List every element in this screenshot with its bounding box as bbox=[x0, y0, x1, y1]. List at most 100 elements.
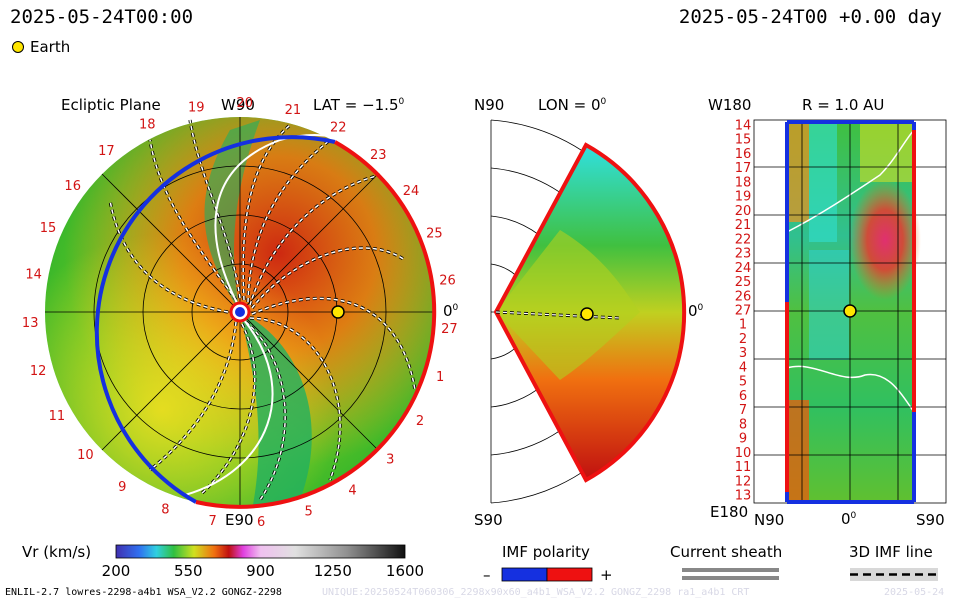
radial-row-label: 21 bbox=[735, 218, 752, 233]
imf-polarity-negative-swatch bbox=[501, 567, 548, 582]
ecliptic-boundary-negative bbox=[94, 135, 336, 504]
imf-polarity-positive-swatch bbox=[546, 567, 593, 582]
radial-row-label: 12 bbox=[735, 474, 752, 489]
meridional-bottom-label: S90 bbox=[474, 511, 503, 529]
radial-row-label: 17 bbox=[735, 161, 752, 176]
radial-row-label: 22 bbox=[735, 232, 752, 247]
imf-line-label: 3D IMF line bbox=[849, 543, 933, 561]
ecliptic-right-label: 00 bbox=[443, 302, 459, 320]
ecliptic-lat-label: LAT = −1.50 bbox=[313, 96, 405, 114]
radial-row-label: 26 bbox=[735, 289, 752, 304]
ecliptic-sector-label: 27 bbox=[441, 322, 458, 337]
current-sheath-label: Current sheath bbox=[670, 543, 783, 561]
radial-x-mid: 00 bbox=[841, 510, 857, 528]
ecliptic-sector-label: 22 bbox=[330, 120, 347, 135]
colorbar-ticks: 200 550 900 1250 1600 bbox=[102, 562, 424, 580]
colorbar-tick-label: 1600 bbox=[386, 562, 424, 580]
ecliptic-top-label: W90 bbox=[221, 96, 255, 114]
ecliptic-sector-label: 17 bbox=[98, 144, 115, 159]
sector-labels: 19 20 212223242526271234567891011121314151… bbox=[22, 96, 751, 530]
ecliptic-sector-label: 24 bbox=[403, 184, 420, 199]
radial-row-label: 4 bbox=[739, 360, 747, 375]
ecliptic-sector-label: 20 bbox=[237, 96, 254, 111]
ecliptic-sector-label: 18 bbox=[139, 118, 156, 133]
radial-row-label: 8 bbox=[739, 417, 747, 432]
radial-row-label: 15 bbox=[735, 133, 752, 148]
ecliptic-sector-label: 13 bbox=[22, 316, 39, 331]
colorbar-tick-label: 900 bbox=[246, 562, 275, 580]
right-timestamp: 2025-05-24T00 +0.00 day bbox=[678, 6, 942, 28]
colorbar-tick-label: 550 bbox=[174, 562, 203, 580]
imf-polarity-plus: + bbox=[600, 566, 613, 584]
footer-date: 2025-05-24 bbox=[884, 587, 945, 598]
ecliptic-sector-label: 1 bbox=[436, 370, 444, 385]
meridional-wedge bbox=[490, 119, 687, 504]
radial-row-label: 9 bbox=[739, 432, 747, 447]
radial-row-label: 24 bbox=[735, 261, 752, 276]
imf-polarity-label: IMF polarity bbox=[502, 543, 590, 561]
left-timestamp: 2025-05-24T00:00 bbox=[10, 6, 194, 28]
meridional-top-label: N90 bbox=[474, 96, 505, 114]
imf-polarity-minus: – bbox=[483, 566, 491, 584]
footer-unique-id: UNIQUE:20250524T060306_2298x90x60_a4b1_W… bbox=[322, 587, 750, 598]
ecliptic-sector-label: 8 bbox=[161, 502, 169, 517]
ecliptic-title: Ecliptic Plane bbox=[61, 96, 161, 114]
radial-row-label: 25 bbox=[735, 275, 752, 290]
ecliptic-sector-label: 11 bbox=[49, 409, 66, 424]
ecliptic-sector-label: 10 bbox=[77, 448, 94, 463]
ecliptic-boundary-positive bbox=[195, 140, 437, 509]
radial-row-label: 19 bbox=[735, 190, 752, 205]
radial-row-label: 6 bbox=[739, 389, 747, 404]
radial-x-left: N90 bbox=[754, 511, 785, 529]
radial-row-label: 23 bbox=[735, 247, 752, 262]
earth-legend-icon bbox=[12, 41, 24, 53]
radial-row-label: 20 bbox=[735, 204, 752, 219]
ecliptic-sector-label: 21 bbox=[285, 103, 302, 118]
ecliptic-sector-label: 16 bbox=[64, 179, 81, 194]
current-sheath-legend-icon bbox=[682, 568, 779, 581]
radial-title: R = 1.0 AU bbox=[802, 96, 885, 114]
ecliptic-sector-label: 4 bbox=[348, 483, 356, 498]
colorbar-tick-label: 1250 bbox=[314, 562, 352, 580]
ecliptic-sector-label: 19 bbox=[188, 101, 205, 116]
ecliptic-sector-label: 25 bbox=[426, 227, 443, 242]
ecliptic-sector-label: 7 bbox=[208, 514, 216, 529]
radial-row-label: 10 bbox=[735, 446, 752, 461]
ecliptic-sector-label: 14 bbox=[25, 267, 42, 282]
vr-colorbar bbox=[115, 544, 406, 559]
ecliptic-disk bbox=[45, 117, 437, 509]
radial-row-label: 13 bbox=[735, 489, 752, 504]
ecliptic-sector-label: 9 bbox=[118, 480, 126, 495]
radial-row-label: 3 bbox=[739, 346, 747, 361]
earth-legend-label: Earth bbox=[30, 38, 71, 56]
ecliptic-sector-label: 12 bbox=[30, 364, 47, 379]
radial-row-label: 7 bbox=[739, 403, 747, 418]
ecliptic-sector-label: 5 bbox=[305, 504, 313, 519]
radial-row-label: 5 bbox=[739, 375, 747, 390]
colorbar-label: Vr (km/s) bbox=[22, 543, 92, 561]
radial-x-right: S90 bbox=[916, 511, 945, 529]
radial-row-label: 2 bbox=[739, 332, 747, 347]
colorbar-tick-label: 200 bbox=[102, 562, 131, 580]
radial-row-label: 1 bbox=[739, 318, 747, 333]
radial-bottom-left: E180 bbox=[710, 503, 749, 521]
ecliptic-bottom-label: E90 bbox=[225, 511, 254, 529]
radial-top-left: W180 bbox=[708, 96, 752, 114]
radial-row-label: 11 bbox=[735, 460, 752, 475]
current-sheath-lines bbox=[184, 134, 346, 496]
meridional-lon-label: LON = 00 bbox=[538, 96, 607, 114]
radial-row-label: 18 bbox=[735, 175, 752, 190]
earth-marker-icon bbox=[331, 305, 345, 319]
radial-map bbox=[753, 119, 947, 504]
ecliptic-sector-label: 6 bbox=[257, 515, 265, 530]
radial-row-label: 14 bbox=[735, 119, 752, 134]
radial-earth-icon bbox=[843, 304, 857, 318]
radial-row-label: 27 bbox=[735, 304, 752, 319]
ecliptic-sector-label: 26 bbox=[439, 274, 456, 289]
footer-run-info: ENLIL-2.7 lowres-2298-a4b1 WSA_V2.2 GONG… bbox=[5, 587, 282, 598]
ecliptic-sector-label: 23 bbox=[370, 148, 387, 163]
ecliptic-sector-label: 3 bbox=[386, 453, 394, 468]
ecliptic-sector-label: 2 bbox=[416, 414, 424, 429]
imf-line-legend-icon bbox=[850, 568, 938, 581]
